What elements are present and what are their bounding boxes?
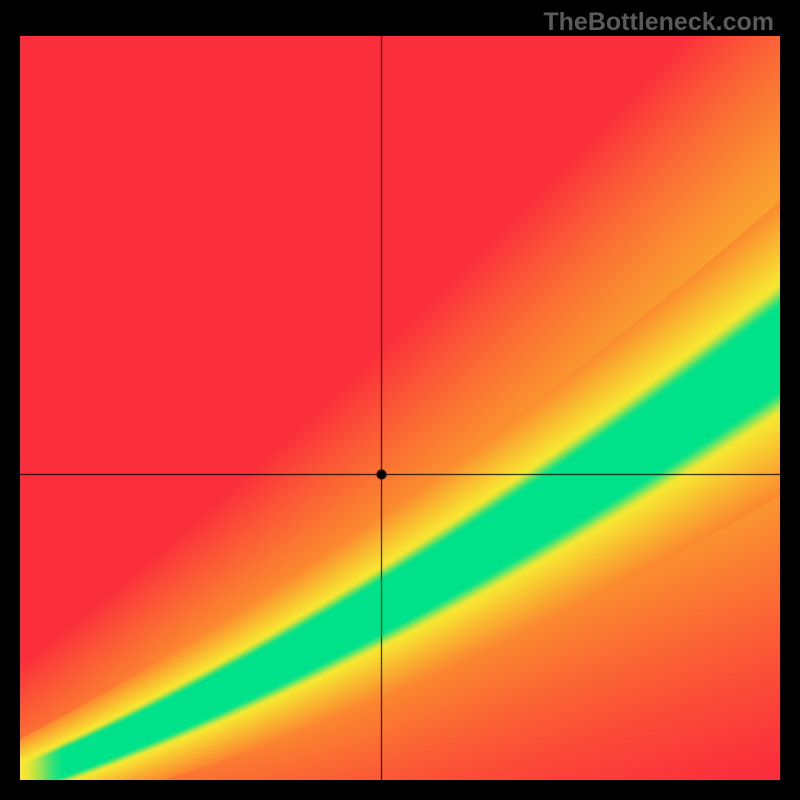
watermark-text: TheBottleneck.com xyxy=(543,8,774,37)
bottleneck-heatmap xyxy=(20,36,780,780)
chart-container: TheBottleneck.com xyxy=(0,0,800,800)
